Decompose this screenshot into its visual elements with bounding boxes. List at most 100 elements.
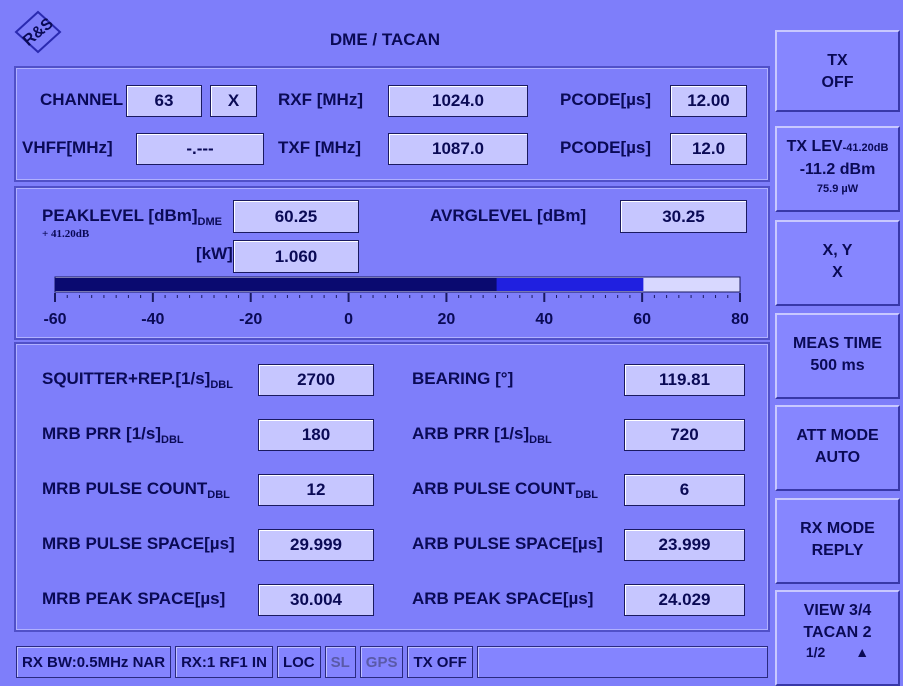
softkey-note: 75.9 µW (777, 181, 898, 197)
softkey[interactable]: ATT MODE AUTO (775, 405, 900, 491)
label: TXF [MHz] (278, 138, 362, 157)
label-text: ARB PULSE COUNT (412, 479, 576, 498)
label: VHFF[MHz] (22, 138, 113, 157)
softkey-title-text: RX MODE (800, 520, 875, 537)
field: 29.999 (258, 529, 374, 561)
label-text: PEAKLEVEL [dBm] (42, 206, 198, 225)
status-item: SL (324, 646, 356, 678)
softkey[interactable]: TX OFF (775, 30, 900, 112)
label: RXF [MHz] (278, 90, 363, 109)
label: MRB PULSE COUNTDBL (42, 479, 230, 505)
channel-panel (14, 66, 770, 182)
softkey-title-text: VIEW 3/4 (803, 602, 872, 619)
label: ARB PULSE SPACE[µs] (412, 534, 603, 554)
tick-label: -40 (141, 311, 164, 328)
label-sub: DBL (575, 489, 599, 501)
status-empty (476, 646, 768, 678)
softkey-title: VIEW 3/4 (777, 600, 898, 622)
field: 12.0 (670, 133, 747, 165)
level-bar: -60 -40 -20 0 20 40 60 80 (43, 276, 749, 328)
field: 30.25 (620, 200, 747, 233)
softkey-arrow: ▲ (855, 644, 870, 660)
field: 119.81 (624, 364, 745, 396)
field: 180 (258, 419, 374, 451)
label: PCODE[µs] (560, 138, 652, 157)
status-item: GPS (359, 646, 404, 678)
softkey-title: ATT MODE (777, 425, 898, 447)
softkey[interactable]: VIEW 3/4 TACAN 2 1/2 ▲ (775, 590, 900, 686)
label: MRB PEAK SPACE[µs] (42, 589, 225, 609)
softkey-title: RX MODE (777, 518, 898, 540)
label-text: MRB PRR [1/s] (42, 424, 162, 443)
softkey-value: TACAN 2 (803, 624, 872, 641)
field: X (210, 85, 257, 117)
label-sub: DBL (161, 434, 184, 446)
screen-title: DME / TACAN (329, 30, 441, 49)
tick-label: 60 (633, 311, 651, 328)
field: 23.999 (624, 529, 745, 561)
label: ARB PEAK SPACE[µs] (412, 589, 593, 609)
label-sub: DME (197, 216, 222, 228)
tick-label: -60 (43, 311, 66, 328)
softkey-value: -11.2 dBm (799, 161, 876, 178)
softkey[interactable]: RX MODE REPLY (775, 498, 900, 584)
field: 12.00 (670, 85, 747, 117)
label: ARB PRR [1/s]DBL (412, 424, 552, 450)
softkey-title: TX LEV-41.20dB (777, 136, 898, 159)
label-sub: DBL (210, 379, 233, 391)
softkey[interactable]: MEAS TIME 500 ms (775, 313, 900, 399)
field: 12 (258, 474, 374, 506)
label: BEARING [°] (412, 369, 513, 389)
field: 30.004 (258, 584, 374, 616)
logo: R&S (14, 10, 62, 54)
field: 60.25 (233, 200, 359, 233)
softkey-title-text: TX (827, 52, 848, 69)
label: PCODE[µs] (560, 90, 652, 109)
label: MRB PULSE SPACE[µs] (42, 534, 235, 554)
softkey-title-note: -41.20dB (842, 142, 889, 154)
label-text: SQUITTER+REP.[1/s] (42, 369, 211, 388)
softkey[interactable]: TX LEV-41.20dB -11.2 dBm 75.9 µW (775, 126, 900, 212)
softkey-note-text: 75.9 µW (816, 183, 859, 195)
label: [kW] (196, 244, 233, 263)
label-text: ARB PRR [1/s] (412, 424, 530, 443)
softkey-value: AUTO (814, 449, 861, 466)
softkey-value: OFF (821, 74, 854, 91)
label-text: MRB PULSE COUNT (42, 479, 208, 498)
label: PEAKLEVEL [dBm]DME (42, 206, 222, 232)
field: -.--- (136, 133, 264, 165)
label-text: ARB PEAK SPACE[µs] (412, 589, 594, 608)
field: 24.029 (624, 584, 745, 616)
softkey-title-text: TX LEV (786, 138, 843, 155)
status-item: RX BW:0.5MHz NAR (16, 646, 172, 678)
softkey-value: 500 ms (810, 357, 865, 374)
level-panel (14, 186, 770, 340)
label: ARB PULSE COUNTDBL (412, 479, 598, 505)
field: 1.060 (233, 240, 359, 273)
field: 1087.0 (388, 133, 528, 165)
softkey-title-text: X, Y (822, 242, 853, 259)
tick-label: -20 (239, 311, 262, 328)
field: 720 (624, 419, 745, 451)
tick-label: 80 (731, 311, 749, 328)
label: CHANNEL (40, 90, 124, 109)
label: MRB PRR [1/s]DBL (42, 424, 184, 450)
softkey-title: MEAS TIME (777, 333, 898, 355)
field: 2700 (258, 364, 374, 396)
softkey-title: X, Y (777, 240, 898, 262)
label-text: MRB PULSE SPACE[µs] (42, 534, 235, 553)
field: 63 (126, 85, 202, 117)
softkey-value: REPLY (811, 542, 864, 559)
tick-label: 20 (438, 311, 456, 328)
offset: + 41.20dB (42, 228, 90, 240)
label-sub: DBL (529, 434, 552, 446)
softkey-title-text: MEAS TIME (793, 335, 882, 352)
softkey[interactable]: X, Y X (775, 220, 900, 306)
status-item: TX OFF (407, 646, 473, 678)
status-bar: RX BW:0.5MHz NAR RX:1 RF1 IN LOC SL GPS TX OF… (16, 646, 768, 678)
label: AVRGLEVEL [dBm] (430, 206, 587, 225)
logo-text: R&S (20, 15, 57, 50)
tick-label: 0 (344, 311, 353, 328)
label-text: ARB PULSE SPACE[µs] (412, 534, 603, 553)
